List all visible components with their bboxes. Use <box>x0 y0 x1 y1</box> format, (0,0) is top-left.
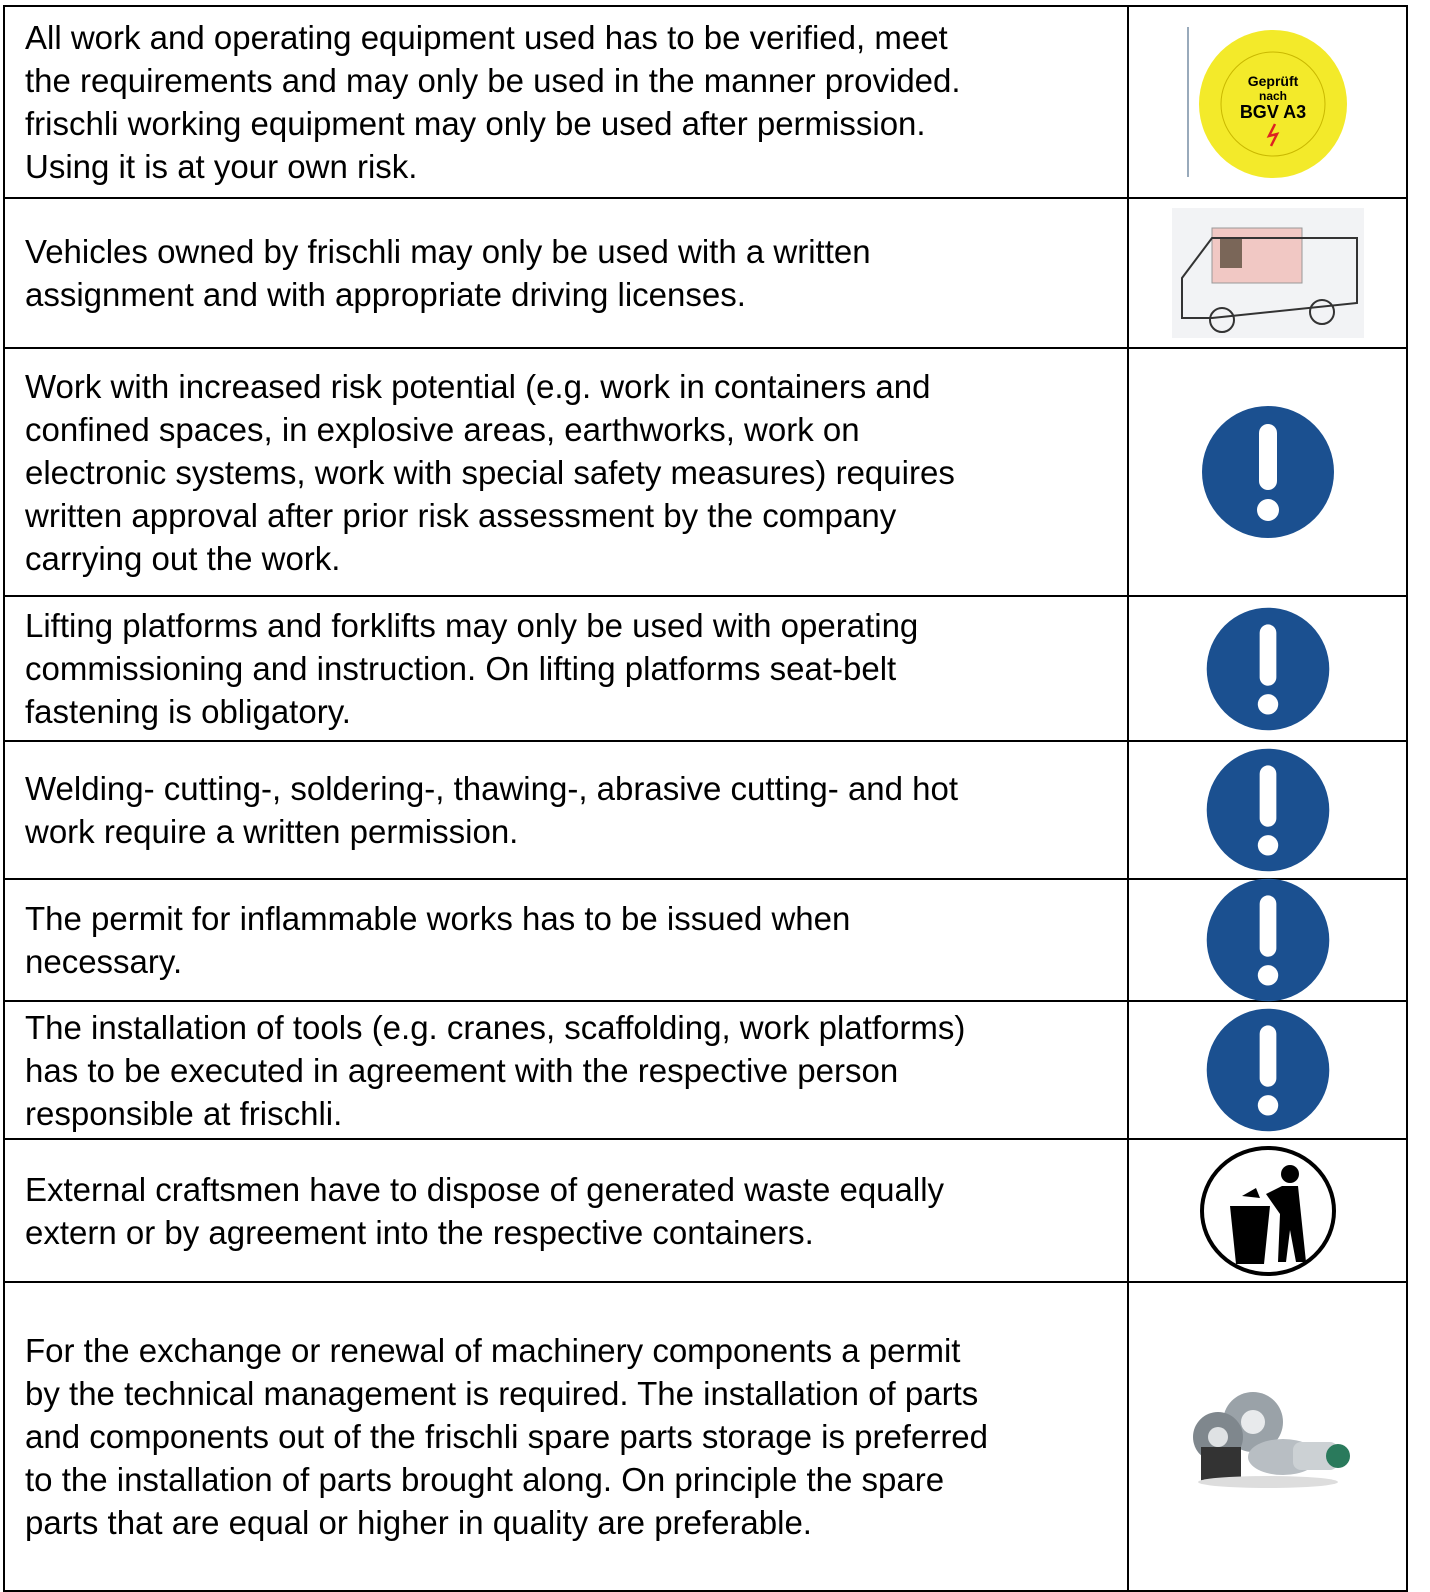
icon-cell <box>1129 1140 1406 1281</box>
icon-cell <box>1129 1002 1406 1138</box>
text-line: Work with increased risk potential (e.g.… <box>25 367 931 405</box>
text-line: Vehicles owned by frischli may only be u… <box>25 233 871 270</box>
icon-cell <box>1129 742 1406 878</box>
sticker-text: Geprüft <box>1247 73 1298 89</box>
table-row: All work and operating equipment used ha… <box>3 7 1408 199</box>
rule-text: The installation of tools (e.g. cranes, … <box>5 1002 1129 1138</box>
table-row: Vehicles owned by frischli may only be u… <box>3 199 1408 349</box>
icon-cell <box>1129 349 1406 595</box>
mandatory-sign <box>1206 1008 1329 1132</box>
text-line: extern or by agreement into the respecti… <box>25 1213 814 1251</box>
table-row: For the exchange or renewal of machinery… <box>3 1283 1408 1592</box>
icon-cell <box>1129 597 1406 740</box>
text-line: assignment and with appropriate driving … <box>25 276 746 313</box>
table-row: External craftsmen have to dispose of ge… <box>3 1140 1408 1283</box>
table-row: Work with increased risk potential (e.g.… <box>3 349 1408 597</box>
text-line: External craftsmen have to dispose of ge… <box>25 1170 945 1208</box>
icon-cell <box>1129 1283 1406 1590</box>
text-line: by the technical management is required.… <box>25 1375 979 1412</box>
table-row: Lifting platforms and forklifts may only… <box>3 597 1408 742</box>
spare-parts-image <box>1192 1391 1350 1488</box>
table-row: Welding- cutting-, soldering-, thawing-,… <box>3 742 1408 880</box>
text-line: responsible at frischli. <box>25 1094 343 1132</box>
text-line: Welding- cutting-, soldering-, thawing-,… <box>25 770 959 807</box>
text-line: fastening is obligatory. <box>25 693 351 730</box>
rule-text: Work with increased risk potential (e.g.… <box>5 349 1129 595</box>
text-line: The installation of tools (e.g. cranes, … <box>25 1008 966 1046</box>
table-row: The installation of tools (e.g. cranes, … <box>3 1002 1408 1140</box>
text-line: the requirements and may only be used in… <box>25 62 961 99</box>
text-line: For the exchange or renewal of machinery… <box>25 1332 961 1369</box>
waste-disposal-sign <box>1199 1145 1336 1276</box>
text-line: written approval after prior risk assess… <box>25 496 897 534</box>
rule-text: Vehicles owned by frischli may only be u… <box>5 199 1129 347</box>
icon-cell: Geprüft nach BGV A3 <box>1129 7 1406 197</box>
sticker-text: nach <box>1258 89 1286 103</box>
text-line: Lifting platforms and forklifts may only… <box>25 607 919 644</box>
text-line: Using it is at your own risk. <box>25 148 418 185</box>
text-line: carrying out the work. <box>25 539 341 577</box>
sticker-text: BGV A3 <box>1239 102 1305 122</box>
mandatory-sign <box>1206 607 1329 730</box>
inspection-sticker: Geprüft nach BGV A3 <box>1186 27 1347 178</box>
text-line: commissioning and instruction. On liftin… <box>25 650 897 687</box>
text-line: confined spaces, in explosive areas, ear… <box>25 410 860 448</box>
text-line: necessary. <box>25 943 183 980</box>
vehicle-license-image <box>1171 208 1364 338</box>
rule-text: The permit for inflammable works has to … <box>5 880 1129 1000</box>
text-line: parts that are equal or higher in qualit… <box>25 1504 812 1541</box>
rule-text: All work and operating equipment used ha… <box>5 7 1129 197</box>
rule-text: For the exchange or renewal of machinery… <box>5 1283 1129 1590</box>
mandatory-sign <box>1201 406 1334 538</box>
mandatory-sign <box>1206 878 1329 1002</box>
mandatory-sign <box>1206 748 1329 872</box>
rule-text: Lifting platforms and forklifts may only… <box>5 597 1129 740</box>
text-line: has to be executed in agreement with the… <box>25 1051 899 1089</box>
text-line: All work and operating equipment used ha… <box>25 19 948 56</box>
text-line: The permit for inflammable works has to … <box>25 900 851 937</box>
text-line: frischli working equipment may only be u… <box>25 105 926 142</box>
text-line: to the installation of parts brought alo… <box>25 1461 945 1498</box>
rules-table: All work and operating equipment used ha… <box>3 5 1408 1592</box>
icon-cell <box>1129 878 1406 1002</box>
rule-text: External craftsmen have to dispose of ge… <box>5 1140 1129 1281</box>
text-line: work require a written permission. <box>25 813 519 850</box>
icon-cell <box>1129 199 1406 347</box>
rule-text: Welding- cutting-, soldering-, thawing-,… <box>5 742 1129 878</box>
text-line: and components out of the frischli spare… <box>25 1418 989 1455</box>
text-line: electronic systems, work with special sa… <box>25 453 955 491</box>
table-row: The permit for inflammable works has to … <box>3 878 1408 1002</box>
